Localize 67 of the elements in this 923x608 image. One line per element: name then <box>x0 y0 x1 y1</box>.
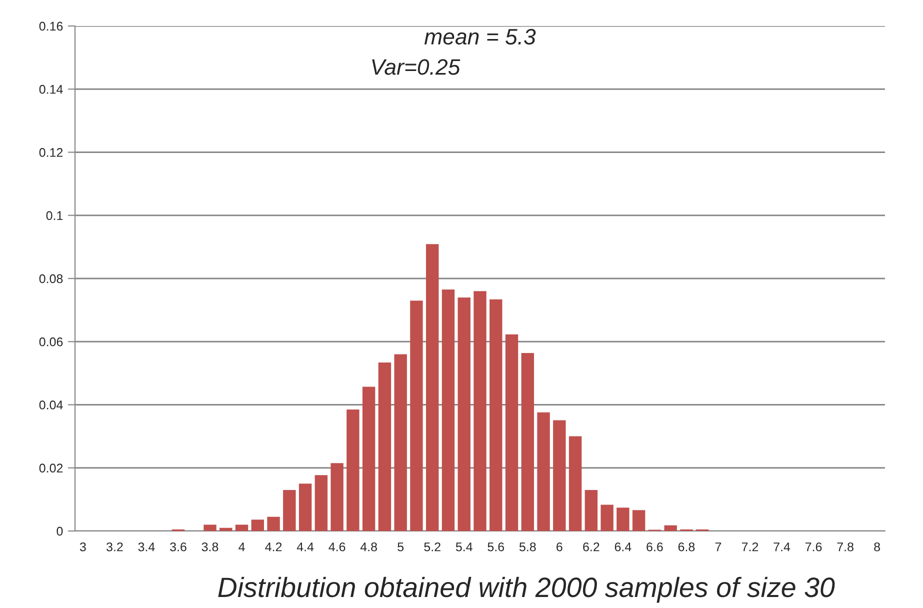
x-tick-label: 5.2 <box>424 542 440 552</box>
x-tick-label: 4.6 <box>328 542 346 552</box>
bar <box>394 354 407 531</box>
x-tick-label: 6.6 <box>646 542 663 552</box>
x-tick-label: 4.8 <box>360 542 377 552</box>
bar <box>442 290 455 531</box>
y-tick-label: 0.06 <box>39 337 63 346</box>
bar <box>346 409 360 531</box>
bar <box>251 520 264 531</box>
x-tick-label: 3 <box>80 542 86 552</box>
bar <box>600 504 614 531</box>
bar <box>458 297 470 531</box>
x-tick-label: 6.8 <box>678 542 695 552</box>
x-tick-label: 8 <box>874 542 880 552</box>
x-tick-label: 3.4 <box>138 542 155 552</box>
bar <box>330 463 344 531</box>
bar <box>474 291 486 531</box>
x-tick-label: 3.6 <box>170 542 186 552</box>
bar <box>204 524 216 531</box>
x-tick-label: 7 <box>715 542 722 552</box>
x-tick-label: 3.8 <box>202 542 218 552</box>
bar <box>664 525 677 531</box>
x-tick-label: 7.4 <box>774 542 790 552</box>
bar <box>410 300 423 531</box>
annotation: mean = 5.3 <box>424 28 536 45</box>
bar <box>220 528 232 531</box>
x-tick-label: 6 <box>556 542 562 552</box>
x-tick-label: 5.4 <box>456 542 472 552</box>
bar <box>235 524 248 531</box>
x-tick-label: 7.2 <box>742 542 758 552</box>
x-tick-label: 4 <box>238 542 245 552</box>
text: Distribution obtained with 2000 samples of size 30 <box>218 576 835 603</box>
x-tick-label: 3.2 <box>106 542 123 552</box>
y-tick-label: 0.1 <box>46 211 63 220</box>
bar <box>378 362 392 531</box>
x-tick-label: 5.6 <box>488 542 504 552</box>
bar <box>362 386 376 531</box>
x-tick-label: 6.2 <box>583 542 600 552</box>
annotation: Var=0.25 <box>372 59 460 75</box>
bar <box>426 244 439 531</box>
bar <box>298 484 312 531</box>
bar <box>521 352 534 531</box>
x-tick-label: 6.4 <box>614 542 632 552</box>
bar <box>568 436 582 531</box>
bar <box>616 508 630 531</box>
x-tick-label: 7.8 <box>837 542 854 552</box>
bar <box>537 412 550 531</box>
y-tick-label: 0.02 <box>39 464 63 473</box>
bar <box>490 299 502 531</box>
y-tick-label: 0.04 <box>39 400 63 410</box>
y-tick-label: 0.14 <box>39 84 63 94</box>
bar <box>553 420 566 531</box>
y-tick-label: 0.08 <box>39 274 63 284</box>
bar <box>505 334 518 531</box>
bar <box>584 490 598 531</box>
x-tick-label: 5.8 <box>519 542 536 552</box>
y-tick-label: 0 <box>56 526 63 536</box>
bar <box>283 490 296 531</box>
x-tick-label: 5 <box>398 542 404 552</box>
bar <box>632 510 646 531</box>
x-tick-label: 7.6 <box>805 542 822 552</box>
y-tick-label: 0.16 <box>39 22 63 31</box>
x-tick-label: 4.4 <box>296 542 314 552</box>
bar <box>314 475 328 531</box>
x-tick-label: 4.2 <box>265 542 282 552</box>
bar <box>267 516 280 531</box>
y-tick-label: 0.12 <box>39 148 63 157</box>
